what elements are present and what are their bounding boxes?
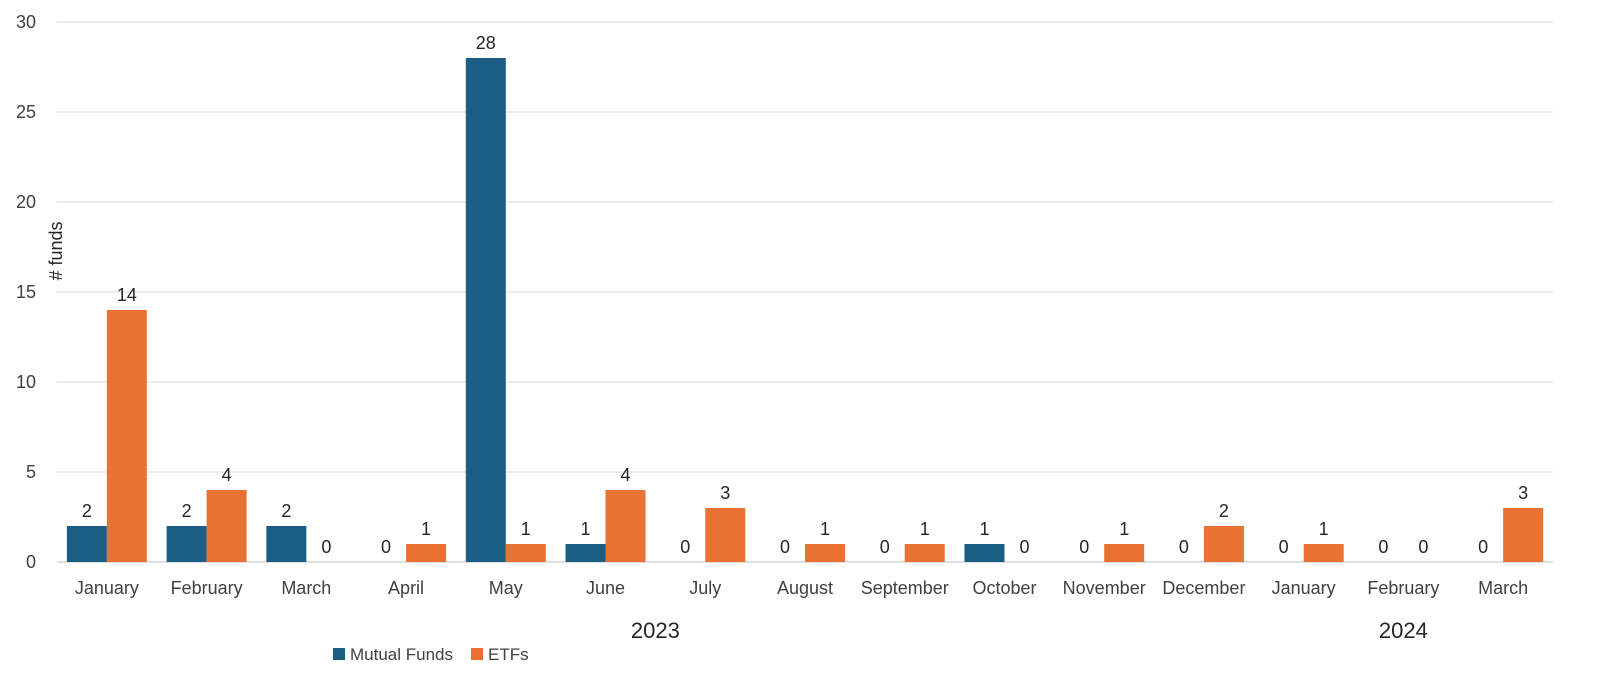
y-tick-label: 25 (16, 102, 36, 122)
x-tick-label: March (1478, 578, 1528, 598)
data-label: 0 (321, 537, 331, 557)
legend-label: Mutual Funds (350, 645, 453, 664)
data-label: 2 (82, 501, 92, 521)
data-label: 0 (880, 537, 890, 557)
bar-etfs (1503, 508, 1544, 562)
x-tick-label: May (489, 578, 523, 598)
legend: Mutual Funds ETFs (333, 645, 529, 664)
x-tick-label: June (586, 578, 625, 598)
data-label: 0 (1418, 537, 1428, 557)
x-tick-label: February (171, 578, 243, 598)
data-label: 0 (1019, 537, 1029, 557)
gridlines (57, 21, 1553, 563)
data-label: 2 (1219, 501, 1229, 521)
x-tick-label: July (689, 578, 721, 598)
data-label: 1 (979, 519, 989, 539)
x-tick-label: September (861, 578, 949, 598)
data-label: 28 (476, 33, 496, 53)
data-label: 1 (1119, 519, 1129, 539)
x-tick-label: March (281, 578, 331, 598)
x-tick-label: August (777, 578, 833, 598)
bar-mutual-funds (465, 58, 506, 562)
y-tick-label: 10 (16, 372, 36, 392)
data-label: 2 (281, 501, 291, 521)
data-label: 0 (381, 537, 391, 557)
bar-etfs (206, 490, 247, 562)
bar-mutual-funds (565, 544, 606, 562)
data-label: 1 (920, 519, 930, 539)
y-tick-label: 20 (16, 192, 36, 212)
x-tick-label: April (388, 578, 424, 598)
data-label: 2 (182, 501, 192, 521)
bar-etfs (904, 544, 945, 562)
year-label: 2023 (631, 618, 680, 643)
y-axis-title: # funds (46, 221, 66, 280)
data-label: 1 (1319, 519, 1329, 539)
y-tick-label: 0 (26, 552, 36, 572)
bar-etfs (705, 508, 746, 562)
bar-mutual-funds (964, 544, 1005, 562)
x-tick-label: February (1367, 578, 1439, 598)
x-tick-label: December (1162, 578, 1245, 598)
data-label: 1 (820, 519, 830, 539)
data-label: 0 (680, 537, 690, 557)
data-label: 0 (1378, 537, 1388, 557)
bar-etfs (1104, 544, 1145, 562)
data-label: 1 (421, 519, 431, 539)
data-label: 1 (581, 519, 591, 539)
data-label: 1 (521, 519, 531, 539)
bar-etfs (1303, 544, 1344, 562)
year-label: 2024 (1379, 618, 1428, 643)
bar-mutual-funds (266, 526, 307, 562)
data-label: 3 (1518, 483, 1528, 503)
y-axis-ticks: 0 5 10 15 20 25 30 (16, 12, 36, 572)
data-label: 4 (621, 465, 631, 485)
x-tick-label: January (1272, 578, 1336, 598)
legend-swatch (333, 648, 345, 660)
data-label: 0 (1478, 537, 1488, 557)
x-tick-label: October (972, 578, 1036, 598)
x-tick-label: January (75, 578, 139, 598)
bar-mutual-funds (66, 526, 107, 562)
bar-etfs (505, 544, 546, 562)
bar-etfs (106, 310, 147, 562)
y-tick-label: 30 (16, 12, 36, 32)
data-label: 4 (222, 465, 232, 485)
x-tick-label: November (1063, 578, 1146, 598)
data-label: 3 (720, 483, 730, 503)
y-tick-label: 15 (16, 282, 36, 302)
data-label: 0 (780, 537, 790, 557)
data-label: 0 (1179, 537, 1189, 557)
bar-mutual-funds (166, 526, 207, 562)
bar-etfs (605, 490, 646, 562)
bar-etfs (406, 544, 447, 562)
legend-label: ETFs (488, 645, 529, 664)
x-axis-ticks: January February March April May June July Augu… (75, 578, 1528, 598)
year-group-labels: 2023 2024 (631, 618, 1428, 643)
y-tick-label: 5 (26, 462, 36, 482)
bar-etfs (1203, 526, 1244, 562)
data-label: 0 (1079, 537, 1089, 557)
bars (66, 58, 1544, 562)
bar-etfs (805, 544, 845, 562)
legend-swatch (471, 648, 483, 660)
data-label: 14 (117, 285, 137, 305)
data-label: 0 (1279, 537, 1289, 557)
